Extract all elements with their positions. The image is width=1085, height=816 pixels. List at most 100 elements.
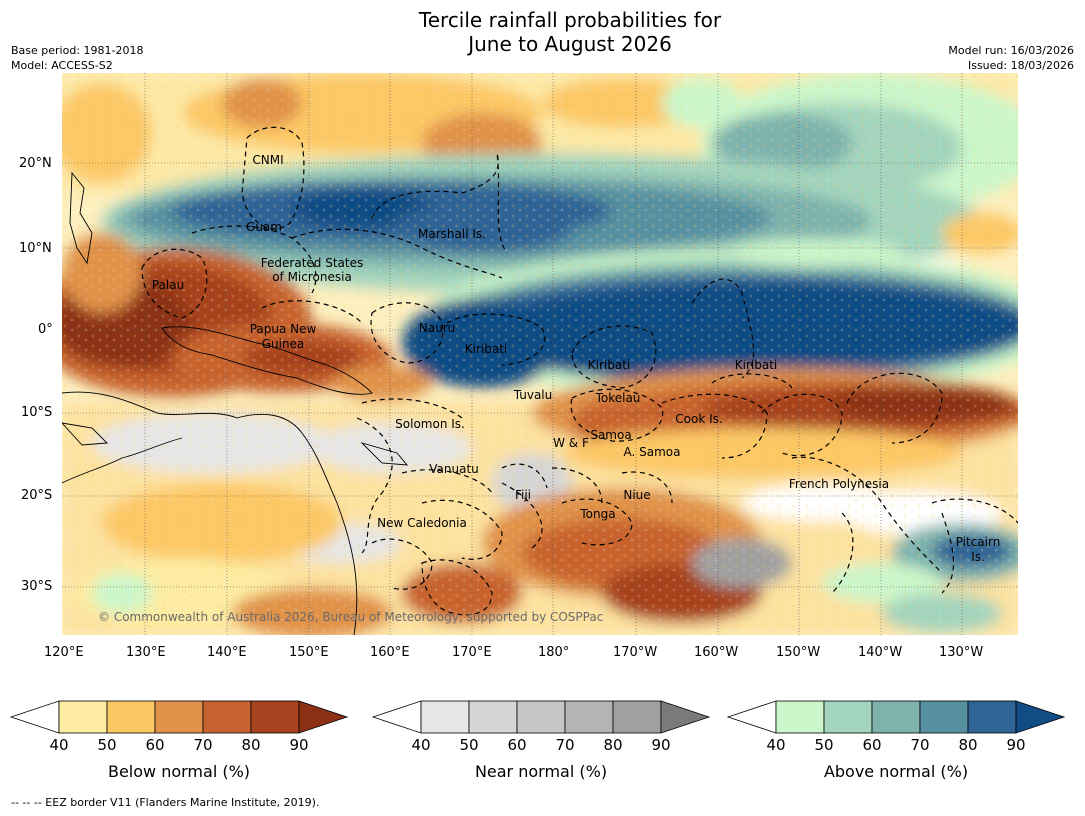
colorbar-1-segment-3 bbox=[516, 700, 566, 734]
lon-label-160w: 160°W bbox=[694, 645, 739, 660]
colorbar-2-segment-2 bbox=[823, 700, 873, 734]
lat-label-10s: 10°S bbox=[21, 405, 53, 420]
colorbar-2-segment-3 bbox=[871, 700, 921, 734]
place-marshall-is: Marshall Is. bbox=[418, 227, 486, 241]
lon-label-180: 180° bbox=[538, 645, 570, 660]
cb-below-tick-60: 60 bbox=[145, 736, 165, 754]
place-fsm-1: Federated States bbox=[260, 256, 364, 270]
colorbar-0-segment-1 bbox=[58, 700, 108, 734]
base-period: Base period: 1981-2018 bbox=[11, 44, 144, 57]
model-run: Model run: 16/03/2026 bbox=[948, 44, 1074, 57]
colorbar-above-normal bbox=[726, 700, 1066, 734]
colorbar-1-segment-5 bbox=[612, 700, 662, 734]
lon-label-160e: 160°E bbox=[370, 645, 410, 660]
colorbar-1-segment-1 bbox=[420, 700, 470, 734]
place-guam: Guam bbox=[246, 220, 282, 234]
colorbar-below-normal bbox=[9, 700, 349, 734]
colorbar-1-segment-2 bbox=[468, 700, 518, 734]
lon-label-120e: 120°E bbox=[44, 645, 84, 660]
lon-label-150e: 150°E bbox=[289, 645, 329, 660]
place-new-caledonia: New Caledonia bbox=[377, 516, 467, 530]
place-niue: Niue bbox=[623, 488, 651, 502]
run-info: Model run: 16/03/2026 Issued: 18/03/2026 bbox=[948, 43, 1074, 73]
place-kiribati-east: Kiribati bbox=[734, 358, 778, 372]
colorbar-near-normal bbox=[371, 700, 711, 734]
cb-above-tick-50: 50 bbox=[814, 736, 834, 754]
eez-footnote: -- -- -- EEZ border V11 (Flanders Marine… bbox=[11, 796, 320, 809]
cb-above-tick-60: 60 bbox=[862, 736, 882, 754]
cb-below-label: Below normal (%) bbox=[107, 762, 251, 781]
cb-near-tick-40: 40 bbox=[411, 736, 431, 754]
place-png-2: Guinea bbox=[261, 337, 305, 351]
place-png-1: Papua New bbox=[249, 322, 317, 336]
place-solomon-is: Solomon Is. bbox=[395, 417, 465, 431]
place-samoa: Samoa bbox=[590, 428, 632, 442]
lon-label-170w: 170°W bbox=[613, 645, 658, 660]
lon-label-130w: 130°W bbox=[939, 645, 984, 660]
place-pitcairn-2: Is. bbox=[971, 550, 985, 564]
place-cook-is: Cook Is. bbox=[675, 412, 723, 426]
place-wallis-futuna: W & F bbox=[553, 436, 589, 450]
colorbar-2-segment-6 bbox=[1015, 700, 1066, 734]
cb-above-tick-90: 90 bbox=[1006, 736, 1026, 754]
model-name: Model: ACCESS-S2 bbox=[11, 59, 113, 72]
colorbar-1-segment-4 bbox=[564, 700, 614, 734]
place-pitcairn-1: Pitcairn bbox=[955, 535, 1001, 549]
place-american-samoa: A. Samoa bbox=[623, 445, 681, 459]
colorbar-2-segment-5 bbox=[967, 700, 1017, 734]
lat-label-0: 0° bbox=[38, 322, 53, 337]
place-tokelau: Tokelau bbox=[595, 391, 641, 405]
lon-label-130e: 130°E bbox=[126, 645, 166, 660]
cb-above-tick-70: 70 bbox=[910, 736, 930, 754]
place-vanuatu: Vanuatu bbox=[429, 462, 479, 476]
lat-label-20s: 20°S bbox=[21, 488, 53, 503]
cb-near-tick-70: 70 bbox=[555, 736, 575, 754]
lat-label-10n: 10°N bbox=[19, 241, 52, 256]
cb-above-tick-40: 40 bbox=[766, 736, 786, 754]
cb-above-tick-80: 80 bbox=[958, 736, 978, 754]
map-title: Tercile rainfall probabilities for June … bbox=[0, 8, 1085, 56]
lon-label-170e: 170°E bbox=[452, 645, 492, 660]
place-palau: Palau bbox=[151, 278, 185, 292]
lon-label-140w: 140°W bbox=[858, 645, 903, 660]
colorbar-1-segment-0 bbox=[371, 700, 422, 734]
rainfall-map: CNMI Guam Marshall Is. Federated States … bbox=[62, 73, 1018, 635]
cb-above-label: Above normal (%) bbox=[823, 762, 969, 781]
cb-near-tick-50: 50 bbox=[459, 736, 479, 754]
cb-near-tick-90: 90 bbox=[651, 736, 671, 754]
cb-below-tick-50: 50 bbox=[97, 736, 117, 754]
place-fsm-2: of Micronesia bbox=[272, 270, 352, 284]
base-info: Base period: 1981-2018 Model: ACCESS-S2 bbox=[11, 43, 143, 73]
cb-below-tick-90: 90 bbox=[289, 736, 309, 754]
place-tonga: Tonga bbox=[580, 507, 616, 521]
colorbar-0-segment-5 bbox=[250, 700, 300, 734]
place-kiribati-central: Kiribati bbox=[587, 358, 631, 372]
colorbar-2-segment-4 bbox=[919, 700, 969, 734]
place-tuvalu: Tuvalu bbox=[513, 388, 553, 402]
colorbar-2-segment-0 bbox=[726, 700, 777, 734]
lon-label-150w: 150°W bbox=[776, 645, 821, 660]
place-kiribati-west: Kiribati bbox=[464, 342, 508, 356]
copyright-notice: © Commonwealth of Australia 2026, Bureau… bbox=[98, 610, 604, 624]
lat-label-30s: 30°S bbox=[21, 579, 53, 594]
title-line-2: June to August 2026 bbox=[468, 32, 672, 56]
place-fiji: Fiji bbox=[514, 488, 532, 502]
colorbar-0-segment-4 bbox=[202, 700, 252, 734]
colorbar-0-segment-6 bbox=[298, 700, 349, 734]
cb-near-label: Near normal (%) bbox=[474, 762, 608, 781]
colorbar-0-segment-0 bbox=[9, 700, 60, 734]
place-cnmi: CNMI bbox=[252, 153, 284, 167]
colorbar-0-segment-2 bbox=[106, 700, 156, 734]
lat-label-20n: 20°N bbox=[19, 156, 52, 171]
colorbar-2-segment-1 bbox=[775, 700, 825, 734]
cb-near-tick-80: 80 bbox=[603, 736, 623, 754]
cb-near-tick-60: 60 bbox=[507, 736, 527, 754]
cb-below-tick-70: 70 bbox=[193, 736, 213, 754]
issued-date: Issued: 18/03/2026 bbox=[967, 59, 1074, 72]
colorbar-1-segment-6 bbox=[660, 700, 711, 734]
title-line-1: Tercile rainfall probabilities for bbox=[418, 8, 722, 32]
map-canvas bbox=[62, 73, 1018, 635]
colorbar-0-segment-3 bbox=[154, 700, 204, 734]
place-french-polynesia: French Polynesia bbox=[788, 477, 890, 491]
cb-below-tick-80: 80 bbox=[241, 736, 261, 754]
